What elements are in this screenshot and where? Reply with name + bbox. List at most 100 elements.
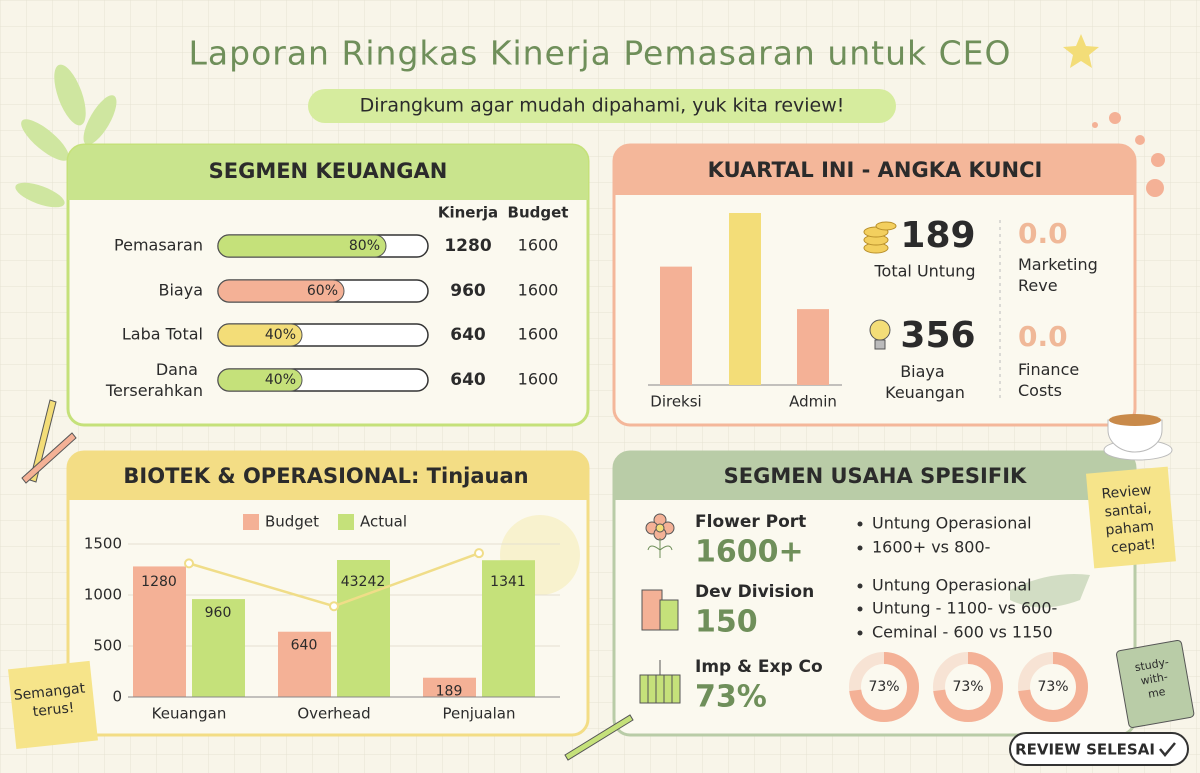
metric-value: 189	[900, 215, 975, 256]
y-tick-label: 1000	[84, 586, 122, 604]
value-label: 43242	[341, 574, 386, 590]
plot	[133, 560, 535, 697]
kinerja: 640	[450, 325, 486, 345]
row-label: Dana Terserahkan	[105, 360, 203, 400]
donut-label: 73%	[1037, 679, 1068, 695]
bullet-dot	[857, 545, 863, 551]
bar	[192, 599, 245, 697]
bullet: Untung - 1100- vs 600-	[872, 599, 1057, 618]
x-tick-label: Overhead	[297, 705, 370, 723]
point	[329, 601, 339, 612]
bar	[797, 309, 829, 385]
donut-arc	[849, 652, 919, 722]
bullet-dot	[857, 521, 863, 527]
progress-bar	[217, 368, 303, 392]
note-text: Semangat terus!	[13, 680, 92, 722]
container-icon	[639, 660, 681, 704]
notebook: study-with-me	[1116, 639, 1195, 728]
y-tick-label: 500	[93, 637, 122, 655]
panel-title: BIOTEK & OPERASIONAL: Tinjauan	[123, 464, 528, 488]
donut-arc	[933, 652, 1003, 722]
check	[1159, 742, 1176, 757]
value-label: 189	[436, 684, 463, 700]
budget: 1600	[518, 236, 559, 255]
y-tick-label: 1500	[84, 535, 122, 553]
note: Semangat terus!	[8, 660, 98, 749]
column-header: Budget	[508, 204, 569, 222]
segment-name: Flower Port	[695, 512, 806, 532]
donut-arc	[1018, 652, 1088, 722]
donut-label: 73%	[952, 679, 983, 695]
building-icon	[641, 589, 679, 631]
bullet: Untung Operasional	[872, 514, 1032, 533]
bullet-dot	[857, 606, 863, 612]
kinerja: 1280	[444, 236, 491, 256]
panel-title: KUARTAL INI - ANGKA KUNCI	[708, 158, 1043, 182]
metric-label: Total Untung	[873, 262, 975, 281]
bar	[660, 266, 692, 385]
x-tick-label: Admin	[789, 393, 837, 411]
panel-segments	[612, 450, 1137, 737]
value-label: 1341	[490, 574, 526, 590]
segment-name: Imp & Exp Co	[695, 657, 823, 677]
segment-value: 150	[695, 605, 758, 640]
legend-swatch	[243, 514, 259, 530]
legend-label: Actual	[360, 513, 407, 531]
bullet-dot	[857, 583, 863, 589]
panel-title: SEGMEN USAHA SPESIFIK	[724, 464, 1027, 488]
progress-bar	[217, 279, 345, 303]
bar	[423, 677, 476, 697]
bar	[729, 213, 761, 385]
coin-icon	[863, 221, 897, 254]
bullet-dot	[857, 630, 863, 636]
metric-value: 0.0	[1018, 320, 1068, 353]
metric-label: Biaya Keuangan	[885, 362, 965, 402]
column-header: Kinerja	[438, 204, 498, 222]
star	[1063, 34, 1099, 68]
dots	[1092, 112, 1165, 197]
cup-icon	[1103, 414, 1173, 461]
segment-value: 73%	[695, 680, 767, 715]
leaves	[15, 64, 117, 208]
budget: 1600	[518, 370, 559, 389]
progress-label: 60%	[307, 283, 338, 299]
legend-label: Budget	[265, 513, 319, 531]
bar	[482, 560, 535, 697]
bar	[278, 631, 331, 697]
progress-label: 40%	[265, 372, 296, 388]
budget: 1600	[518, 281, 559, 300]
donut-label: 73%	[868, 679, 899, 695]
point	[184, 558, 194, 569]
point	[474, 548, 484, 559]
note: Review santai, paham cepat!	[1085, 466, 1176, 569]
segment-value: 1600+	[695, 535, 804, 570]
metric-value: 0.0	[1018, 217, 1068, 250]
pencils	[21, 399, 634, 761]
metric-label: Finance Costs	[1018, 360, 1084, 400]
legend-swatch	[338, 514, 354, 530]
progress-bar	[217, 323, 303, 347]
bullet: Untung Operasional	[872, 576, 1032, 595]
flower-icon	[645, 513, 675, 558]
x-tick-label: Penjualan	[443, 705, 516, 723]
row-label: Laba Total	[122, 325, 203, 344]
brush	[1010, 574, 1090, 608]
note-text: study-with-me	[1134, 655, 1175, 702]
budget: 1600	[518, 325, 559, 344]
bullet: Ceminal - 600 vs 1150	[872, 623, 1053, 642]
metric-value: 356	[900, 315, 975, 356]
subtitle: Dirangkum agar mudah dipahami, yuk kita …	[360, 95, 845, 117]
note-text: Review santai, paham cepat!	[1101, 482, 1161, 557]
button-label[interactable]: REVIEW SELESAI	[1015, 741, 1155, 759]
button[interactable]: REVIEW SELESAI	[1009, 732, 1189, 766]
kinerja: 960	[450, 281, 486, 301]
button-box[interactable]	[1009, 732, 1189, 766]
bar	[133, 566, 186, 697]
bullet: 1600+ vs 800-	[872, 538, 990, 557]
value-label: 960	[205, 605, 232, 621]
progress-label: 40%	[265, 327, 296, 343]
row-label: Pemasaran	[114, 236, 203, 255]
segment-name: Dev Division	[695, 582, 814, 602]
